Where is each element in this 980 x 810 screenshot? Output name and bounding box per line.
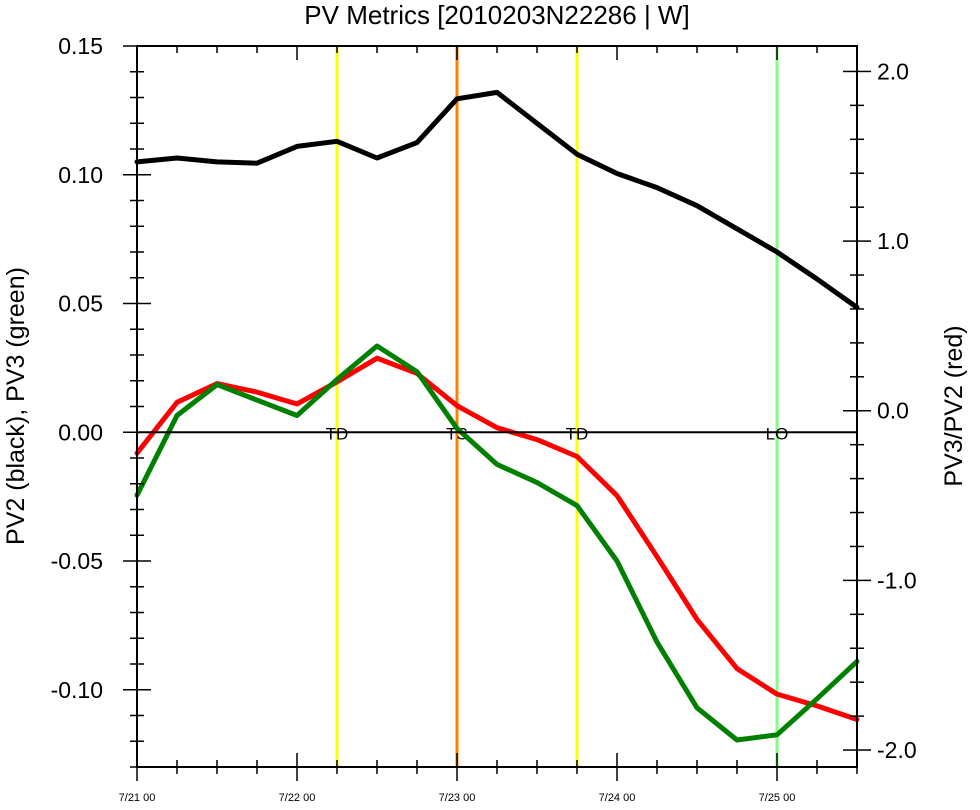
left-tick-label: 0.00 bbox=[58, 419, 103, 445]
event-label-lo-3: LO bbox=[766, 424, 789, 443]
event-label-td-2: TD bbox=[566, 424, 589, 443]
event-lines: TD TS TD LO bbox=[326, 46, 789, 767]
bottom-tick-label: 7/21 00 bbox=[119, 792, 156, 804]
left-tick-label: 0.05 bbox=[58, 291, 103, 317]
bottom-tick-label: 7/22 00 bbox=[279, 792, 316, 804]
right-tick-label: -1.0 bbox=[877, 567, 917, 593]
series-lines bbox=[134, 89, 860, 743]
left-tick-label: 0.15 bbox=[58, 33, 103, 59]
bottom-tick-label: 7/24 00 bbox=[599, 792, 636, 804]
event-label-ts-1: TS bbox=[446, 424, 468, 443]
series-line-pv3 bbox=[134, 343, 860, 743]
right-tick-label: -2.0 bbox=[877, 737, 917, 763]
series-line-pv3-pv2 bbox=[134, 355, 860, 722]
y-axis-label-right: PV3/PV2 (red) bbox=[940, 325, 968, 486]
left-tick-label: 0.10 bbox=[58, 162, 103, 188]
right-tick-label: 1.0 bbox=[877, 228, 909, 254]
series-line-pv2 bbox=[134, 89, 860, 310]
right-tick-label: 0.0 bbox=[877, 398, 909, 424]
plot-border bbox=[136, 45, 858, 768]
bottom-tick-label: 7/25 00 bbox=[759, 792, 796, 804]
chart-title: PV Metrics [2010203N22286 | W] bbox=[304, 0, 689, 30]
event-label-td-0: TD bbox=[326, 424, 349, 443]
bottom-tick-label: 7/23 00 bbox=[439, 792, 476, 804]
right-tick-label: 2.0 bbox=[877, 58, 909, 84]
y-axis-label-left: PV2 (black), PV3 (green) bbox=[2, 267, 30, 545]
plot-frame bbox=[136, 45, 858, 768]
left-tick-label: -0.05 bbox=[51, 548, 103, 574]
axis-ticks: 0.15 0.10 0.05 0.00 -0.05 -0.10 2.0 1.0 0.0 -1.0 -… bbox=[51, 33, 917, 804]
left-tick-label: -0.10 bbox=[51, 677, 103, 703]
